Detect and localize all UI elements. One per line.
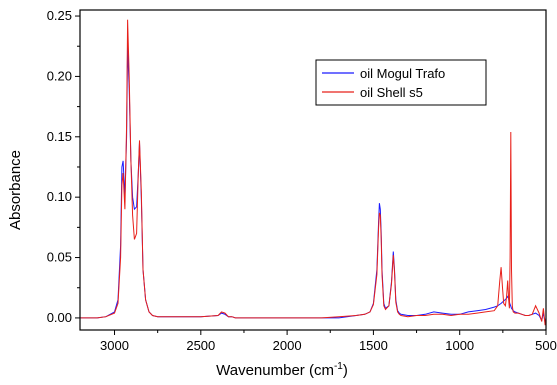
- x-tick-label: 2500: [186, 338, 215, 353]
- x-tick-label: 1000: [445, 338, 474, 353]
- legend-label-shell: oil Shell s5: [360, 85, 423, 100]
- x-axis-title: Wavenumber (cm-1): [216, 361, 348, 379]
- y-tick-label: 0.05: [47, 250, 72, 265]
- plot-frame: [79, 9, 547, 331]
- x-axis-ticks: 3000 2500 2000 1500 1000 500: [100, 330, 557, 353]
- y-axis-ticks: 0.00 0.05 0.10 0.15 0.20 0.25: [47, 8, 80, 325]
- x-tick-label: 3000: [100, 338, 129, 353]
- y-tick-label: 0.15: [47, 129, 72, 144]
- y-tick-label: 0.00: [47, 310, 72, 325]
- series-line-1: [80, 19, 547, 326]
- x-axis-title-end: ): [343, 362, 348, 379]
- y-tick-label: 0.10: [47, 189, 72, 204]
- x-tick-label: 500: [535, 338, 557, 353]
- legend-box: [315, 59, 487, 106]
- y-axis-title: Absorbance: [7, 150, 24, 230]
- legend: oil Mogul Trafo oil Shell s5: [315, 59, 487, 106]
- legend-label-mogul: oil Mogul Trafo: [360, 66, 445, 81]
- x-tick-label: 2000: [273, 338, 302, 353]
- y-tick-label: 0.25: [47, 8, 72, 23]
- x-tick-label: 1500: [359, 338, 388, 353]
- y-tick-label: 0.20: [47, 68, 72, 83]
- x-axis-title-main: Wavenumber (cm: [216, 362, 334, 379]
- plot-area: [79, 9, 547, 331]
- x-axis-title-superscript: -1: [334, 361, 343, 372]
